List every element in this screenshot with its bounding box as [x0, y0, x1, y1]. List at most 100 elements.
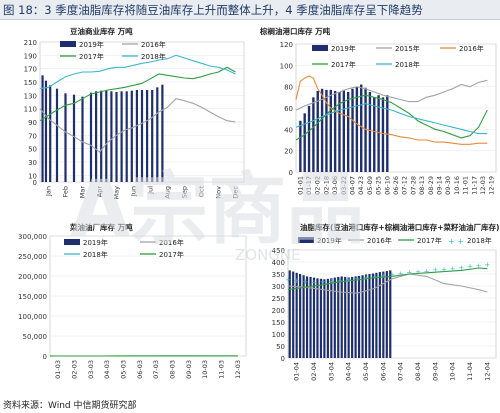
- bar: [346, 92, 350, 172]
- bar: [351, 88, 354, 172]
- x-tick-label: 07-28: [409, 176, 417, 195]
- bar: [347, 277, 350, 358]
- x-tick-label: 05-04: [362, 362, 370, 381]
- point: +: [458, 264, 464, 272]
- legend-label: 2019年: [331, 44, 356, 53]
- point: +: [424, 267, 430, 275]
- legend-item: + +2018年: [448, 236, 492, 246]
- line-series-2017年: [39, 66, 236, 122]
- panel-soy-oil: 0 10 30 50 70 90 110 130 150 170 190 210 Jan Feb Mar Ap…: [0, 22, 250, 218]
- y-tick-label: 250,000: [18, 253, 47, 261]
- bar: [156, 87, 159, 182]
- y-tick-label: 190: [24, 52, 37, 60]
- y-tick-label: 100,000: [18, 313, 47, 321]
- y-tick-label: 10: [28, 172, 37, 180]
- bar: [375, 272, 378, 358]
- y-tick-label: 150: [272, 319, 285, 327]
- bar: [115, 92, 118, 182]
- x-tick-label: 09-03: [185, 360, 193, 379]
- chart-palm-oil: 0 20 40 60 80 100 120 01-01 01-17 02-02 02-18 03-06…: [259, 26, 497, 195]
- bar-series-2019年: [41, 75, 164, 182]
- x-tick-label: May: [113, 186, 121, 200]
- legend-item: 2016年: [348, 236, 392, 245]
- bar: [55, 88, 59, 182]
- x-tick-label: 01-03: [54, 360, 62, 379]
- y-tick-label: 0: [281, 355, 285, 363]
- bar: [377, 95, 380, 172]
- x-tick-label: 09-04: [431, 362, 439, 381]
- bar: [125, 91, 128, 182]
- legend-swatch: [298, 237, 314, 243]
- point: +: [337, 277, 343, 285]
- x-tick-label: Oct: [198, 186, 206, 198]
- x-tick-label: 12-04: [483, 362, 491, 381]
- x-tick-label: 11-01: [462, 176, 470, 195]
- panel-total-oil: 0 50 100 150 200 250 300 350 400 450 01-04 02-04 03-…: [250, 218, 500, 396]
- x-tick-label: 05-09: [366, 176, 374, 195]
- point: +: [476, 262, 482, 270]
- bar: [81, 96, 84, 182]
- x-tick-label: 08-13: [418, 176, 426, 195]
- legend-item: 2019年: [312, 44, 356, 53]
- x-tick-label: 02-03: [71, 360, 79, 379]
- bar: [385, 271, 388, 358]
- bar: [320, 88, 324, 172]
- bar: [337, 276, 340, 358]
- line-series-2018年: [295, 103, 488, 135]
- x-tick-label: 09-14: [435, 176, 443, 195]
- point: +: [467, 263, 473, 271]
- point: +: [441, 266, 447, 274]
- point: +: [363, 274, 369, 282]
- y-tick-label: 0: [33, 179, 37, 187]
- chart-title: 油脂库存(豆油港口库存+棕榈油港口库存+菜籽油油厂库存) 万吨: [300, 222, 500, 232]
- x-tick-label: Dec: [232, 186, 240, 199]
- x-tick-label: 08-29: [427, 176, 435, 195]
- bar: [338, 92, 341, 172]
- y-tick-label: 300,000: [18, 233, 47, 241]
- legend-label: 2017年: [417, 236, 442, 245]
- legend-label: 2018年: [83, 250, 108, 259]
- bar: [354, 276, 357, 358]
- point: +: [320, 278, 326, 286]
- legend-item: 2017年: [60, 52, 104, 61]
- bar: [105, 90, 108, 182]
- legend-item: 2019年: [64, 238, 108, 247]
- point: +: [285, 276, 291, 284]
- line-series-2016年: [287, 273, 488, 294]
- legend-swatch: [60, 41, 76, 47]
- bar: [342, 89, 346, 172]
- y-tick-label: 250: [272, 295, 285, 303]
- chart-title: 棕榈油港口库存 万吨: [259, 26, 331, 36]
- bar: [305, 276, 309, 358]
- bar: [146, 90, 149, 182]
- point: +: [302, 278, 308, 286]
- legend-label: 2017年: [159, 250, 184, 259]
- line-series-2017年: [295, 94, 488, 141]
- bar: [64, 93, 67, 182]
- y-tick-label: 80: [284, 84, 293, 92]
- y-tick-label: 50: [28, 146, 37, 154]
- bar: [135, 90, 138, 182]
- legend-label: 2016年: [141, 40, 166, 49]
- legend-label: 2018年: [467, 236, 492, 245]
- bar: [316, 90, 319, 172]
- bar: [161, 84, 164, 182]
- bar: [312, 277, 316, 358]
- x-tick-label: Jul: [147, 186, 155, 195]
- bar: [41, 75, 44, 182]
- bar: [302, 275, 305, 358]
- y-tick-label: 30: [28, 159, 37, 167]
- line-series-2016年: [39, 98, 236, 153]
- x-tick-label: 11-17: [470, 176, 478, 195]
- bar: [378, 272, 381, 358]
- x-tick-label: 12-03: [479, 176, 487, 195]
- bar: [364, 274, 368, 358]
- line-series-2018年: [39, 54, 236, 90]
- x-tick-label: Jun: [130, 186, 138, 197]
- bar: [295, 272, 298, 358]
- bar: [344, 276, 347, 358]
- x-tick-label: 06-04: [379, 362, 387, 381]
- x-tick-label: Nov: [215, 186, 223, 199]
- x-tick-label: Mar: [79, 186, 87, 199]
- legend-item: 2015年: [376, 44, 420, 53]
